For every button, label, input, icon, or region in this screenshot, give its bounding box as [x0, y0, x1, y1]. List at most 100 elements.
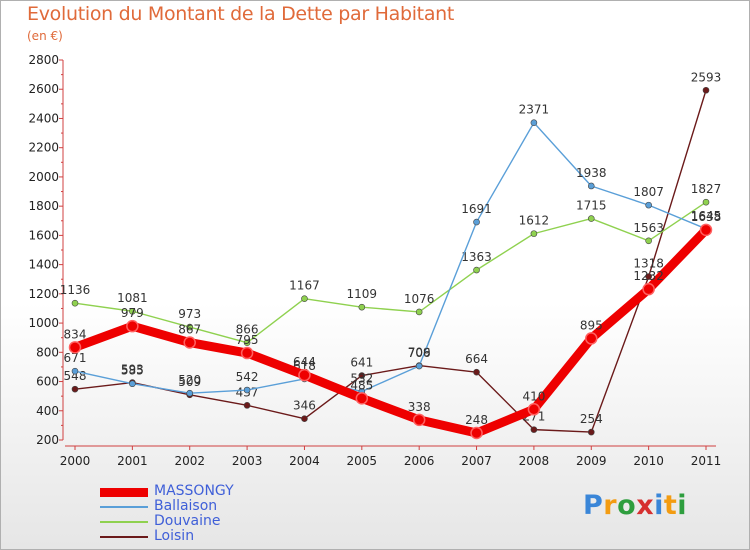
x-tick-label: 2001	[117, 454, 148, 468]
data-label-loisin: 664	[465, 352, 488, 366]
y-tick-label: 2200	[28, 141, 59, 155]
data-label-douvaine: 1076	[404, 292, 435, 306]
x-tick-label: 2007	[461, 454, 492, 468]
point-loisin	[530, 426, 538, 433]
point-douvaine	[243, 339, 251, 346]
data-label-loisin: 641	[350, 356, 373, 370]
point-ballaison	[473, 218, 480, 226]
x-tick-label: 2004	[289, 454, 320, 468]
data-label-massongy: 248	[465, 413, 488, 427]
legend-label: Ballaison	[154, 498, 218, 514]
y-tick-label: 1800	[28, 199, 59, 213]
point-massongy	[642, 282, 655, 296]
logo-letter: o	[617, 490, 637, 521]
data-label-loisin: 509	[178, 375, 201, 389]
point-massongy	[527, 403, 541, 416]
legend-swatch	[100, 536, 148, 538]
x-tick-label: 2008	[519, 454, 550, 468]
point-loisin	[587, 428, 595, 436]
point-ballaison	[587, 182, 595, 190]
data-label-douvaine: 1109	[347, 287, 378, 301]
y-tick-label: 200	[36, 433, 59, 447]
series-line-massongy	[70, 225, 711, 438]
y-tick-label: 1600	[28, 228, 59, 242]
data-label-ballaison: 1691	[461, 202, 492, 216]
point-massongy	[470, 426, 483, 440]
point-ballaison	[186, 389, 194, 397]
point-massongy	[183, 336, 196, 349]
legend-label: MASSONGY	[154, 483, 234, 499]
point-douvaine	[186, 323, 194, 331]
series-line-douvaine	[74, 201, 707, 344]
logo-letter: P	[583, 490, 604, 521]
point-massongy	[355, 392, 369, 405]
series-line-loisin	[74, 89, 707, 433]
data-label-massongy: 485	[350, 378, 373, 392]
data-label-douvaine: 973	[178, 307, 201, 321]
data-label-loisin: 1318	[633, 257, 664, 271]
legend-swatch	[100, 521, 148, 523]
data-label-massongy: 867	[178, 323, 201, 337]
y-tick-label: 1400	[28, 258, 59, 272]
data-label-massongy: 644	[293, 355, 316, 369]
legend-label: Douvaine	[154, 513, 221, 529]
data-label-massongy: 1638	[691, 210, 722, 224]
x-tick-label: 2005	[347, 454, 378, 468]
data-label-douvaine: 1612	[519, 214, 550, 228]
data-label-ballaison: 671	[64, 351, 87, 365]
legend-label: Loisin	[154, 528, 195, 544]
point-douvaine	[129, 307, 136, 315]
data-label-douvaine: 866	[236, 323, 259, 337]
x-tick-label: 2003	[232, 454, 263, 468]
point-douvaine	[301, 295, 308, 302]
data-label-ballaison: 585	[121, 364, 144, 378]
logo-letter: i	[654, 490, 664, 521]
point-ballaison	[645, 201, 652, 209]
data-label-douvaine: 1363	[461, 250, 492, 264]
y-tick-label: 2400	[28, 111, 59, 125]
point-ballaison	[243, 386, 251, 394]
data-label-massongy: 338	[408, 400, 431, 414]
data-label-ballaison: 1807	[633, 185, 664, 199]
point-douvaine	[587, 215, 595, 222]
data-label-massongy: 979	[121, 306, 144, 320]
y-tick-label: 1000	[28, 316, 59, 330]
data-label-loisin: 593	[121, 363, 144, 377]
legend-swatch	[100, 487, 148, 497]
point-massongy	[412, 413, 426, 427]
point-loisin	[301, 415, 308, 422]
data-label-massongy: 834	[64, 327, 87, 341]
x-tick-label: 2000	[60, 454, 91, 468]
data-label-massongy: 895	[580, 318, 603, 332]
point-massongy	[699, 223, 713, 237]
y-tick-label: 2000	[28, 170, 59, 184]
data-label-loisin: 254	[580, 412, 603, 426]
point-douvaine	[473, 266, 480, 274]
logo-letter: x	[636, 490, 655, 521]
point-massongy	[126, 319, 139, 333]
logo-letter: r	[603, 490, 618, 521]
point-loisin	[645, 273, 652, 280]
data-label-ballaison: 1645	[691, 209, 722, 223]
y-tick-label: 2600	[28, 82, 59, 96]
data-label-douvaine: 1715	[576, 199, 607, 213]
point-douvaine	[530, 230, 538, 237]
y-tick-label: 1200	[28, 287, 59, 301]
data-label-loisin: 709	[408, 346, 431, 360]
y-tick-label: 400	[36, 404, 59, 418]
logo-letter: t	[663, 490, 678, 521]
point-douvaine	[358, 303, 366, 311]
point-loisin	[358, 372, 366, 379]
point-massongy	[68, 341, 82, 354]
x-tick-label: 2002	[174, 454, 205, 468]
point-loisin	[243, 402, 251, 409]
x-tick-label: 2006	[404, 454, 435, 468]
data-label-ballaison: 1938	[576, 166, 607, 180]
y-tick-label: 800	[36, 345, 59, 359]
y-tick-label: 600	[36, 375, 59, 389]
data-label-douvaine: 1167	[289, 279, 320, 293]
point-ballaison	[530, 119, 538, 126]
data-label-ballaison: 542	[236, 370, 259, 384]
